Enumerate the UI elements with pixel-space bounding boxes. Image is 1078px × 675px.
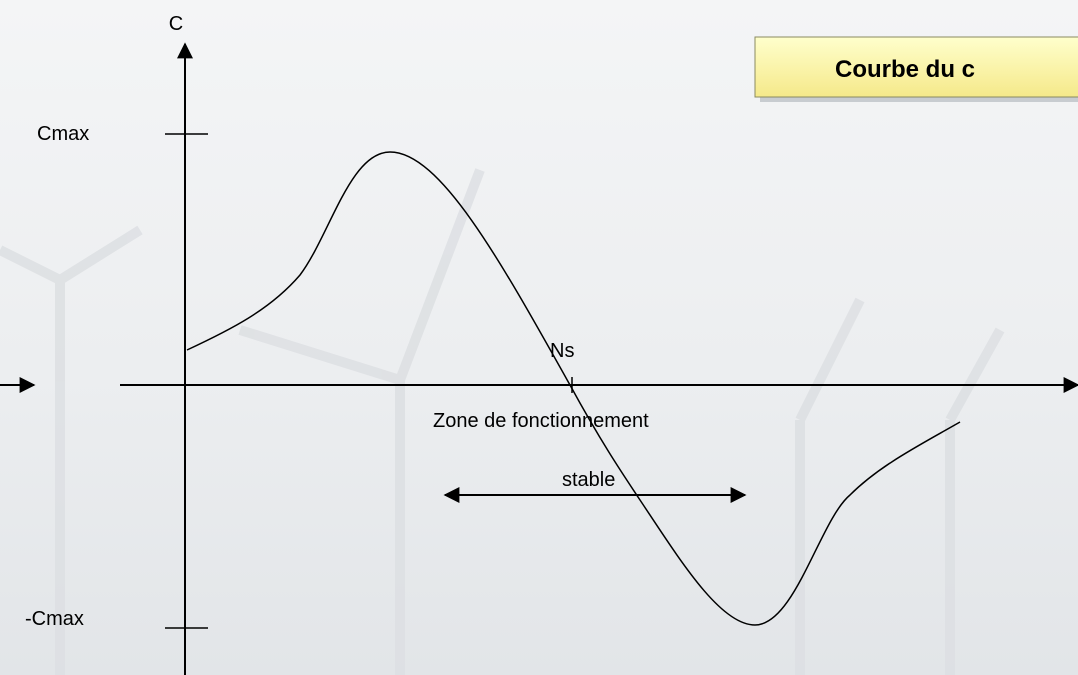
y-axis-label: C xyxy=(169,13,183,35)
ns-label: Ns xyxy=(550,340,574,362)
page: Courbe du c C Cmax -Cmax Ns Zone de fonc… xyxy=(0,0,1078,675)
slide: Courbe du c C Cmax -Cmax Ns Zone de fonc… xyxy=(0,0,1078,675)
minus-cmax-label: -Cmax xyxy=(25,608,84,630)
cmax-label: Cmax xyxy=(37,123,89,145)
zone-label-2: stable xyxy=(562,469,615,491)
title: Courbe du c xyxy=(835,56,975,83)
zone-label: Zone de fonctionnement xyxy=(433,410,649,432)
